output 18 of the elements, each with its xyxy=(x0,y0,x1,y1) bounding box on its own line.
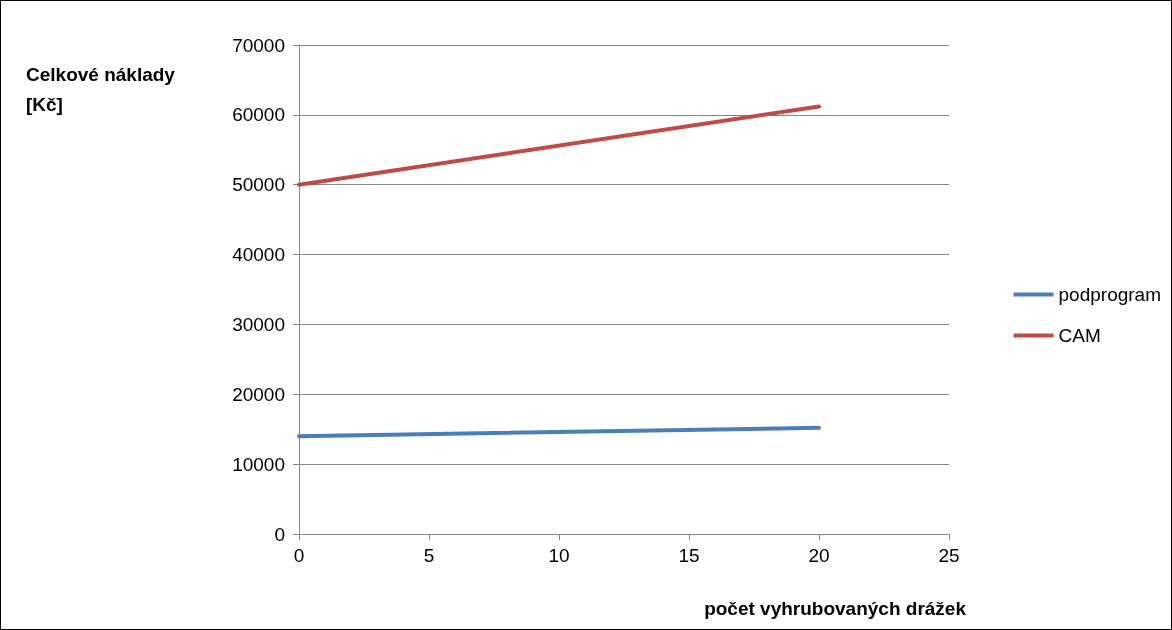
y-tick-label: 40000 xyxy=(232,244,285,266)
x-tick-label: 25 xyxy=(938,545,960,566)
y-tick-label: 20000 xyxy=(232,383,285,405)
x-tick-label: 5 xyxy=(423,545,435,566)
x-tick-label: 10 xyxy=(548,545,570,566)
legend-label: podprogram xyxy=(1058,284,1161,305)
x-tick-label: 20 xyxy=(808,545,830,566)
y-tick-label: 30000 xyxy=(232,313,285,335)
legend-label: CAM xyxy=(1058,325,1101,346)
x-tick-label: 0 xyxy=(293,545,305,566)
y-tick-label: 10000 xyxy=(232,453,285,475)
y-tick-label: 70000 xyxy=(232,34,285,56)
y-axis-title: Celkové náklady [Kč] xyxy=(26,63,181,115)
x-tick-label: 15 xyxy=(678,545,700,566)
y-tick-label: 50000 xyxy=(232,174,285,196)
y-tick-label: 60000 xyxy=(232,104,285,126)
x-axis-title: počet vyhrubovaných drážek xyxy=(704,598,967,619)
y-tick-label: 0 xyxy=(274,523,285,545)
